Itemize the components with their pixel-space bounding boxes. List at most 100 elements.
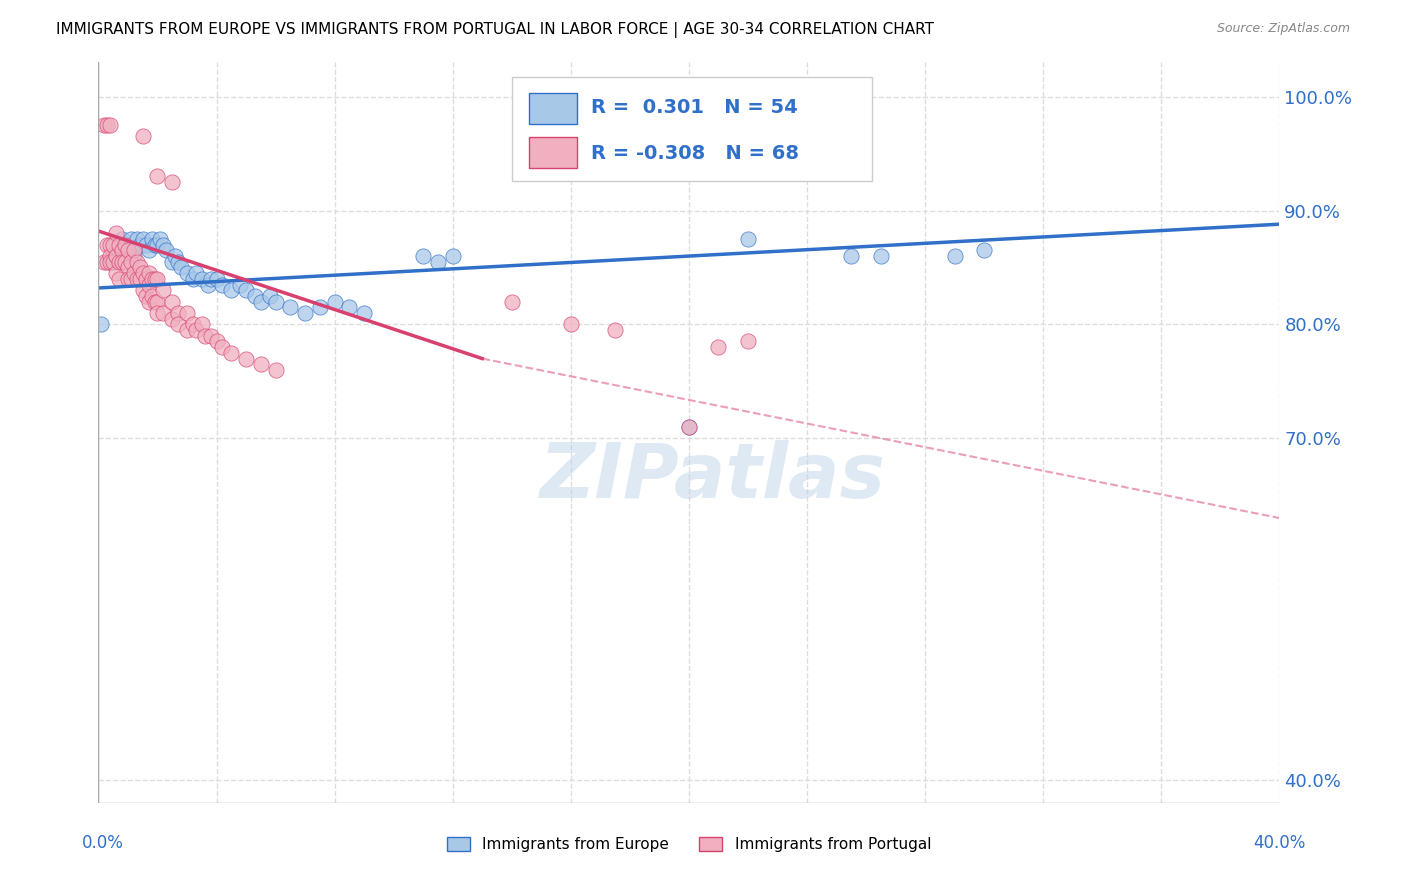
Point bbox=[111, 244, 134, 258]
Point bbox=[211, 277, 233, 292]
FancyBboxPatch shape bbox=[512, 78, 872, 181]
Point bbox=[841, 249, 863, 263]
Point bbox=[103, 254, 125, 268]
Point bbox=[259, 289, 281, 303]
Point bbox=[98, 249, 121, 263]
Point bbox=[132, 232, 155, 246]
Point bbox=[167, 254, 190, 268]
Point bbox=[181, 318, 204, 332]
FancyBboxPatch shape bbox=[530, 137, 576, 169]
Point bbox=[264, 294, 287, 309]
Point bbox=[205, 272, 228, 286]
Point bbox=[560, 318, 582, 332]
Point bbox=[98, 254, 121, 268]
Point bbox=[707, 340, 730, 354]
Point bbox=[146, 306, 169, 320]
Point bbox=[98, 254, 121, 268]
Point bbox=[122, 266, 145, 280]
Point bbox=[155, 244, 177, 258]
Point bbox=[211, 340, 233, 354]
Point bbox=[125, 272, 148, 286]
Point bbox=[135, 289, 157, 303]
Text: Source: ZipAtlas.com: Source: ZipAtlas.com bbox=[1216, 22, 1350, 36]
Point bbox=[141, 232, 163, 246]
Point bbox=[176, 266, 198, 280]
Point bbox=[103, 237, 125, 252]
Text: R = -0.308   N = 68: R = -0.308 N = 68 bbox=[591, 144, 799, 163]
Point bbox=[167, 318, 190, 332]
Point bbox=[132, 129, 155, 144]
Point bbox=[135, 237, 157, 252]
Point bbox=[98, 237, 121, 252]
Point bbox=[235, 283, 257, 297]
Point bbox=[114, 254, 136, 268]
Point bbox=[122, 249, 145, 263]
Point bbox=[122, 244, 145, 258]
Point bbox=[108, 237, 131, 252]
Point bbox=[191, 318, 214, 332]
Text: IMMIGRANTS FROM EUROPE VS IMMIGRANTS FROM PORTUGAL IN LABOR FORCE | AGE 30-34 CO: IMMIGRANTS FROM EUROPE VS IMMIGRANTS FRO… bbox=[56, 22, 934, 38]
Point bbox=[294, 306, 316, 320]
Point bbox=[162, 311, 183, 326]
Point bbox=[105, 227, 128, 241]
Point bbox=[93, 254, 115, 268]
Legend: Immigrants from Europe, Immigrants from Portugal: Immigrants from Europe, Immigrants from … bbox=[440, 830, 938, 858]
Point bbox=[117, 272, 139, 286]
Point bbox=[235, 351, 257, 366]
Point bbox=[191, 272, 214, 286]
Point bbox=[111, 254, 134, 268]
Text: 40.0%: 40.0% bbox=[1253, 834, 1306, 852]
Point bbox=[167, 306, 190, 320]
Point bbox=[176, 306, 198, 320]
Point bbox=[132, 283, 155, 297]
Point bbox=[737, 334, 759, 349]
Point bbox=[120, 232, 142, 246]
Point bbox=[323, 294, 346, 309]
Point bbox=[229, 277, 252, 292]
Point bbox=[152, 237, 174, 252]
Point bbox=[105, 266, 128, 280]
Text: ZIPatlas: ZIPatlas bbox=[540, 440, 886, 514]
Point bbox=[146, 272, 169, 286]
Point bbox=[108, 237, 131, 252]
Point bbox=[143, 294, 166, 309]
Point bbox=[973, 244, 995, 258]
Point bbox=[141, 272, 163, 286]
Point bbox=[221, 283, 243, 297]
Point bbox=[427, 254, 450, 268]
Point bbox=[108, 254, 131, 268]
Point bbox=[103, 249, 125, 263]
Point bbox=[128, 237, 150, 252]
Point bbox=[146, 237, 169, 252]
Point bbox=[135, 272, 157, 286]
Point bbox=[120, 254, 142, 268]
Point bbox=[205, 334, 228, 349]
Point bbox=[152, 283, 174, 297]
Point bbox=[678, 420, 700, 434]
Point bbox=[141, 289, 163, 303]
Point bbox=[870, 249, 893, 263]
Point bbox=[678, 420, 700, 434]
Point bbox=[184, 323, 207, 337]
Point bbox=[200, 328, 222, 343]
Point bbox=[194, 328, 217, 343]
Point bbox=[146, 294, 169, 309]
Point bbox=[138, 294, 160, 309]
Point bbox=[170, 260, 193, 275]
Text: 0.0%: 0.0% bbox=[82, 834, 124, 852]
Point bbox=[128, 272, 150, 286]
Point bbox=[162, 254, 183, 268]
Point bbox=[264, 363, 287, 377]
Point bbox=[138, 277, 160, 292]
Point bbox=[111, 232, 134, 246]
Point bbox=[96, 254, 118, 268]
Point bbox=[221, 346, 243, 360]
Point bbox=[132, 266, 155, 280]
Point bbox=[120, 272, 142, 286]
Point bbox=[90, 318, 112, 332]
Point bbox=[197, 277, 219, 292]
Point bbox=[152, 306, 174, 320]
Point bbox=[96, 237, 118, 252]
Point bbox=[412, 249, 434, 263]
Point bbox=[138, 244, 160, 258]
